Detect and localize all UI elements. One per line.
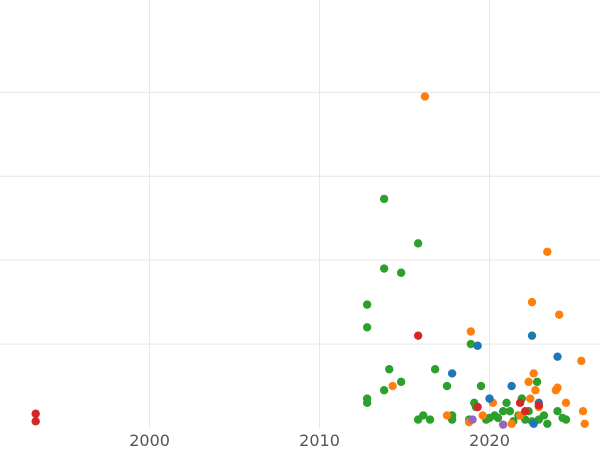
points-layer bbox=[31, 92, 589, 429]
scatter-point bbox=[529, 369, 538, 378]
scatter-point bbox=[561, 398, 571, 408]
scatter-point bbox=[507, 419, 516, 429]
scatter-point bbox=[420, 92, 430, 101]
scatter-point bbox=[473, 341, 482, 350]
scatter-point bbox=[505, 407, 515, 416]
scatter-point bbox=[413, 331, 423, 340]
scatter-point bbox=[362, 394, 372, 403]
scatter-point bbox=[466, 339, 476, 349]
scatter-point bbox=[478, 411, 487, 420]
scatter-point bbox=[578, 407, 588, 416]
scatter-point bbox=[447, 369, 457, 378]
scatter-point bbox=[521, 407, 530, 416]
scatter-point bbox=[553, 383, 562, 392]
scatter-point bbox=[379, 386, 389, 395]
scatter-point bbox=[553, 407, 562, 416]
tick-layer: 2000 2010 2020 bbox=[129, 431, 510, 450]
scatter-point bbox=[379, 194, 389, 204]
scatter-point bbox=[534, 401, 544, 410]
scatter-point bbox=[442, 411, 452, 420]
scatter-point bbox=[498, 420, 508, 429]
scatter-point bbox=[485, 394, 494, 403]
scatter-point bbox=[529, 419, 538, 429]
grid-layer bbox=[0, 0, 600, 428]
scatter-point bbox=[527, 297, 537, 307]
scatter-point bbox=[531, 386, 540, 395]
scatter-point bbox=[31, 409, 40, 418]
scatter-point bbox=[442, 381, 452, 391]
scatter-point bbox=[419, 411, 428, 420]
x-tick-label: 2020 bbox=[469, 431, 510, 450]
scatter-point bbox=[466, 327, 476, 336]
scatter-point bbox=[543, 419, 552, 429]
scatter-point bbox=[379, 264, 389, 273]
scatter-point bbox=[396, 268, 406, 277]
scatter-point bbox=[385, 365, 394, 374]
scatter-point bbox=[527, 331, 537, 340]
scatter-point bbox=[532, 377, 542, 387]
scatter-point bbox=[507, 381, 516, 391]
scatter-point bbox=[543, 247, 552, 256]
scatter-point bbox=[362, 300, 372, 309]
scatter-point bbox=[468, 415, 477, 424]
scatter-point bbox=[577, 356, 586, 366]
x-tick-label: 2010 bbox=[299, 431, 340, 450]
x-tick-label: 2000 bbox=[129, 431, 170, 450]
scatter-point bbox=[561, 415, 571, 424]
scatter-point bbox=[539, 411, 549, 420]
scatter-point bbox=[498, 407, 508, 416]
scatter-point bbox=[526, 394, 535, 403]
scatter-point bbox=[515, 398, 525, 408]
scatter-point bbox=[396, 377, 406, 387]
scatter-point bbox=[388, 381, 397, 391]
scatter-point bbox=[413, 239, 423, 248]
scatter-point bbox=[580, 419, 589, 429]
scatter-point bbox=[31, 417, 40, 426]
scatter-point bbox=[476, 381, 486, 391]
scatter-point bbox=[425, 415, 435, 424]
scatter-point bbox=[553, 352, 562, 361]
scatter-point bbox=[473, 402, 482, 412]
scatter-point bbox=[493, 413, 503, 423]
scatter-point bbox=[362, 323, 372, 332]
scatter-point bbox=[555, 310, 564, 319]
scatter-point bbox=[524, 377, 533, 387]
scatter-point bbox=[430, 365, 440, 374]
scatter-point bbox=[502, 398, 511, 408]
